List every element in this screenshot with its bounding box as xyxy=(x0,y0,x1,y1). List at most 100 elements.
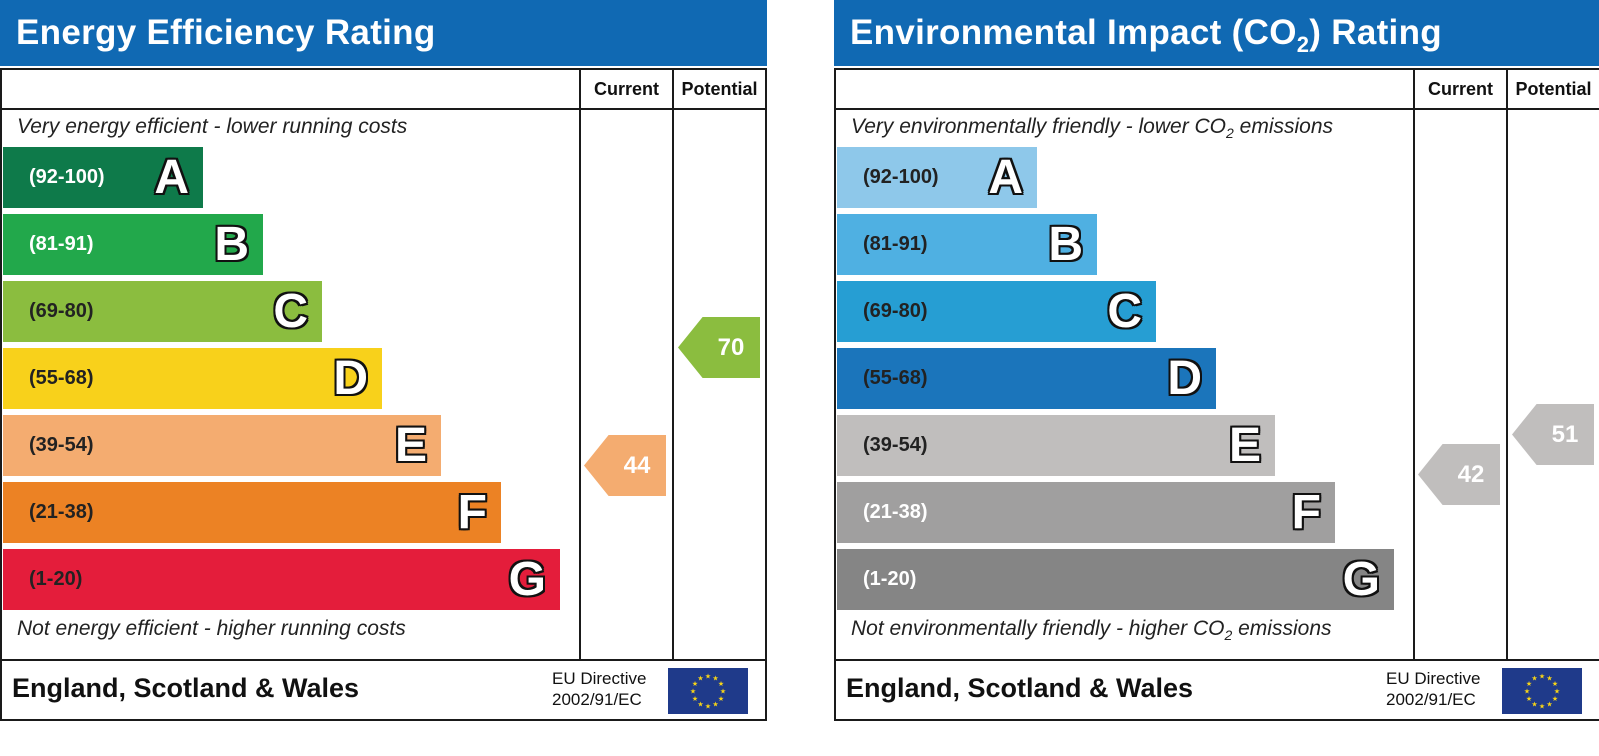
chart-title: Energy Efficiency Rating xyxy=(16,13,436,52)
eu-flag-icon: ★★★★★★★★★ ★ ★★ xyxy=(668,668,748,714)
footer-divider xyxy=(836,659,1599,661)
band-range-label: (1-20) xyxy=(29,568,83,590)
band-e: (39-54) E xyxy=(837,415,1275,476)
flag-star: ★ xyxy=(712,675,718,683)
band-letter: F xyxy=(457,486,487,539)
potential-rating-marker: 51 xyxy=(1512,404,1594,465)
band-a: (92-100) A xyxy=(837,147,1037,208)
flag-star: ★ xyxy=(1546,701,1552,709)
band-f: (21-38) F xyxy=(3,482,501,543)
flag-star: ★ xyxy=(1546,675,1552,683)
potential-rating-marker: 70 xyxy=(678,317,760,378)
caption-text: Not environmentally friendly - higher CO xyxy=(851,617,1225,640)
flag-star: ★ xyxy=(1554,688,1560,696)
band-letter: C xyxy=(1107,285,1142,338)
column-divider xyxy=(1506,70,1508,661)
flag-star: ★ xyxy=(712,701,718,709)
caption-text: emissions xyxy=(1233,115,1334,138)
potential-rating-value: 70 xyxy=(717,334,745,361)
current-column-header: Current xyxy=(1427,79,1493,99)
band-range-label: (39-54) xyxy=(29,434,94,456)
band-letter: D xyxy=(333,352,368,405)
flag-star: ★ xyxy=(1539,703,1545,711)
band-letter: D xyxy=(1167,352,1202,405)
flag-star: ★ xyxy=(1531,701,1537,709)
potential-column-header: Potential xyxy=(1515,79,1592,99)
footer-region: England, Scotland & Wales xyxy=(846,673,1194,703)
chart-header: Energy Efficiency Rating xyxy=(0,0,767,66)
band-a: (92-100) A xyxy=(3,147,203,208)
top-caption: Very environmentally friendly - lower CO… xyxy=(851,115,1333,141)
band-c: (69-80) C xyxy=(837,281,1156,342)
flag-field xyxy=(1502,668,1582,714)
band-c: (69-80) C xyxy=(3,281,322,342)
potential-rating-value: 51 xyxy=(1551,421,1579,448)
flag-star: ★ xyxy=(1526,695,1532,703)
band-letter: B xyxy=(1048,218,1083,271)
band-letter: G xyxy=(508,553,546,606)
header-divider xyxy=(836,108,1599,110)
flag-star: ★ xyxy=(1524,688,1530,696)
band-b: (81-91) B xyxy=(3,214,263,275)
eu-flag-icon: ★★★★★★★★★ ★ ★★ xyxy=(1502,668,1582,714)
current-rating-marker: 44 xyxy=(584,435,666,496)
band-f: (21-38) F xyxy=(837,482,1335,543)
column-divider xyxy=(579,70,581,661)
directive-line: 2002/91/EC xyxy=(1386,690,1476,709)
footer-divider xyxy=(2,659,765,661)
eu-directive-text: EU Directive 2002/91/EC xyxy=(552,668,646,710)
flag-star: ★ xyxy=(692,680,698,688)
band-letter: A xyxy=(154,151,189,204)
eu-directive-text: EU Directive 2002/91/EC xyxy=(1386,668,1480,710)
caption-subscript: 2 xyxy=(1226,125,1234,142)
flag-field xyxy=(668,668,748,714)
band-letter: A xyxy=(988,151,1023,204)
current-rating-value: 44 xyxy=(623,452,651,479)
caption-text: Very environmentally friendly - lower CO xyxy=(851,115,1227,138)
chart-frame: Current Potential Very energy efficient … xyxy=(0,68,767,721)
band-range-label: (55-68) xyxy=(29,367,94,389)
flag-star: ★ xyxy=(718,695,724,703)
band-letter: E xyxy=(1228,419,1261,472)
environmental-impact-chart: Environmental Impact (CO2) Rating Curren… xyxy=(834,0,1599,721)
band-g: (1-20) G xyxy=(837,549,1394,610)
title-subscript: 2 xyxy=(1296,32,1310,57)
band-range-label: (55-68) xyxy=(863,367,928,389)
current-column-header: Current xyxy=(593,79,659,99)
top-caption: Very energy efficient - lower running co… xyxy=(17,115,408,138)
caption-subscript: 2 xyxy=(1224,627,1233,644)
footer-region: England, Scotland & Wales xyxy=(12,673,360,703)
band-letter: E xyxy=(394,419,427,472)
band-d: (55-68) D xyxy=(837,348,1216,409)
band-range-label: (69-80) xyxy=(29,300,94,322)
bottom-caption: Not energy efficient - higher running co… xyxy=(17,617,406,640)
band-letter: C xyxy=(273,285,308,338)
band-letter: B xyxy=(214,218,249,271)
band-range-label: (21-38) xyxy=(863,501,928,523)
chart-header: Environmental Impact (CO2) Rating xyxy=(834,0,1599,66)
flag-star: ★ xyxy=(697,701,703,709)
header-divider xyxy=(2,108,765,110)
flag-star: ★ xyxy=(1552,680,1558,688)
potential-column-header: Potential xyxy=(681,79,758,99)
band-range-label: (39-54) xyxy=(863,434,928,456)
current-rating-value: 42 xyxy=(1457,461,1485,488)
current-rating-marker: 42 xyxy=(1418,444,1500,505)
directive-line: EU Directive xyxy=(1386,669,1481,688)
band-range-label: (21-38) xyxy=(29,501,94,523)
band-range-label: (92-100) xyxy=(29,166,105,188)
band-range-label: (81-91) xyxy=(29,233,94,255)
bottom-caption: Not environmentally friendly - higher CO… xyxy=(851,617,1332,643)
band-range-label: (69-80) xyxy=(863,300,928,322)
flag-star: ★ xyxy=(720,688,726,696)
band-letter: F xyxy=(1291,486,1321,539)
title-text: ) Rating xyxy=(1309,13,1442,52)
band-letter: G xyxy=(1342,553,1380,606)
band-g: (1-20) G xyxy=(3,549,560,610)
flag-star: ★ xyxy=(705,673,711,681)
chart-frame: Current Potential Very environmentally f… xyxy=(834,68,1599,721)
chart-title: Environmental Impact (CO2) Rating xyxy=(850,0,1442,78)
flag-star: ★ xyxy=(690,688,696,696)
column-divider xyxy=(1413,70,1415,661)
flag-star: ★ xyxy=(1531,675,1537,683)
